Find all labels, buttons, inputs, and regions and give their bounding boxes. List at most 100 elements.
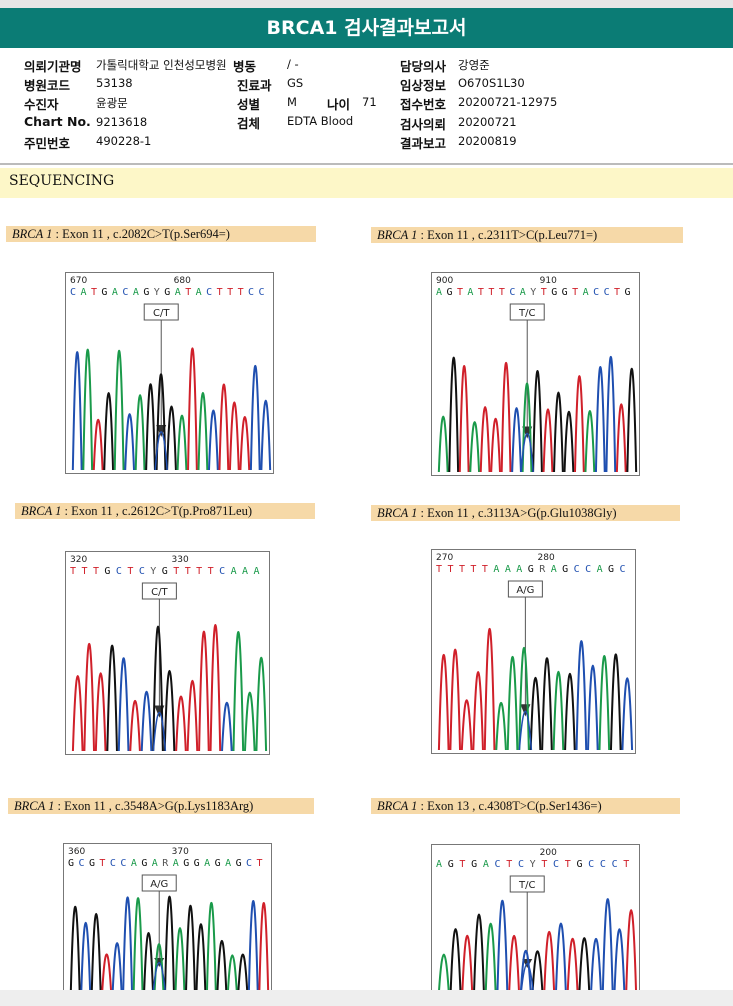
base-letter: G (141, 858, 147, 869)
chromatogram-panel: 670 680 C A T G A C A G Y G A T A C T T T C C C/T (65, 272, 274, 474)
request-label: 검사의뢰 (400, 117, 447, 132)
chromatogram-peak (226, 954, 238, 992)
base-letter: A (254, 566, 260, 577)
base-letter: A (112, 287, 118, 298)
position-mid: 200 (540, 848, 557, 858)
chromatogram-peak (106, 644, 118, 752)
base-letter: C (78, 858, 84, 869)
base-letter: A (597, 564, 603, 575)
chromatogram-peak (152, 625, 164, 752)
chromatogram-peak (145, 383, 156, 471)
position-start: 900 (436, 276, 453, 286)
base-letter: T (541, 859, 547, 870)
chromatogram-peak (541, 657, 553, 751)
chromatogram-peak (449, 648, 462, 751)
chromatogram-peak (437, 953, 450, 993)
base-letter: A (204, 858, 210, 869)
chromatogram-peak (621, 677, 634, 751)
base-letter: T (541, 287, 547, 298)
chromatogram-peak (542, 408, 554, 473)
variant-detail: : Exon 11 , c.2082C>T(p.Ser694=) (52, 227, 230, 241)
patient-label: 수진자 (24, 97, 59, 112)
base-letter: T (459, 859, 465, 870)
base-letter: T (99, 858, 105, 869)
base-letter: G (576, 859, 582, 870)
chromatogram-peak (626, 368, 638, 473)
chromatogram-peak (163, 670, 176, 752)
base-letter: T (614, 287, 620, 298)
doctor-value: 강영준 (458, 58, 490, 72)
chromatogram-peak (134, 394, 146, 471)
clinical-label: 임상정보 (400, 78, 447, 93)
chromatogram-peak (175, 695, 187, 752)
position-mid: 330 (172, 555, 189, 565)
position-start: 270 (436, 553, 453, 563)
report-date-label: 결과보고 (400, 136, 447, 151)
chromatogram-peak (483, 628, 496, 751)
variant-label: BRCA 1 : Exon 11 , c.2082C>T(p.Ser694=) (6, 226, 316, 242)
gene-name: BRCA 1 (21, 504, 62, 518)
genotype-call: T/C (518, 880, 535, 891)
age-value: 71 (362, 95, 377, 109)
chromatogram-peak (209, 624, 222, 752)
base-letter: T (208, 566, 214, 577)
position-start: 360 (68, 847, 85, 857)
base-letter: T (173, 566, 179, 577)
chromatogram-peak (113, 349, 125, 471)
age-label: 나이 (327, 97, 351, 112)
variant-detail: : Exon 11 , c.3548A>G(p.Lys1183Arg) (54, 799, 254, 813)
chromatogram-peak (472, 671, 484, 751)
chromatogram-peak (71, 351, 83, 471)
chromatogram-peak (531, 950, 544, 993)
base-letter: A (520, 287, 526, 298)
chromatogram-peak (103, 392, 115, 471)
base-letter: A (493, 564, 499, 575)
base-letter: C (116, 566, 122, 577)
report-title: BRCA1 검사결과보고서 (0, 8, 733, 48)
base-letter: T (482, 564, 488, 575)
base-letter: C (110, 858, 116, 869)
dept-label: 진료과 (237, 78, 272, 93)
base-letter: T (457, 287, 463, 298)
base-letter: C (518, 859, 524, 870)
chromatogram-peak (247, 899, 259, 992)
base-letter: C (574, 564, 580, 575)
chromatogram-peak (554, 922, 567, 993)
base-letter: A (242, 566, 248, 577)
chromatogram-peak (521, 382, 533, 473)
heterozygous-peak (520, 963, 534, 993)
chromatogram-peak (249, 365, 261, 471)
base-letter: Y (150, 566, 156, 577)
gene-name: BRCA 1 (377, 799, 418, 813)
base-letter: A (436, 287, 442, 298)
chromatogram-peak (519, 950, 532, 993)
chromatogram-peak (613, 928, 626, 993)
base-letter: G (101, 287, 107, 298)
heterozygous-peak (518, 710, 533, 751)
chromatogram-peak (111, 942, 123, 992)
chromatogram-peak (496, 899, 509, 993)
base-letter: A (551, 564, 557, 575)
base-letter: G (89, 858, 95, 869)
chromatogram-panel: 900 910 A G T A T T T C A Y T G G T A C C T G T/C (431, 272, 640, 476)
base-letter: C (219, 566, 225, 577)
chromatogram-peak (461, 935, 474, 993)
base-letter: A (196, 287, 202, 298)
genotype-call: C/T (151, 587, 168, 598)
heterozygous-peak (152, 962, 166, 992)
chromatogram-peak (260, 399, 272, 471)
chromatogram-peak (490, 418, 502, 473)
chromatogram-panel: 360 370 G C G T C C A G A R A G G A G A G C T A/G (63, 843, 272, 995)
base-letter: T (623, 859, 629, 870)
base-letter: G (162, 566, 168, 577)
base-letter: A (516, 564, 522, 575)
chromatogram-peak (80, 921, 92, 992)
base-letter: C (120, 858, 126, 869)
chromatogram-peak (615, 403, 627, 473)
chromatogram-peak (124, 413, 136, 471)
base-letter: G (183, 858, 189, 869)
chromatogram-peak (473, 913, 485, 993)
base-letter: A (231, 566, 237, 577)
